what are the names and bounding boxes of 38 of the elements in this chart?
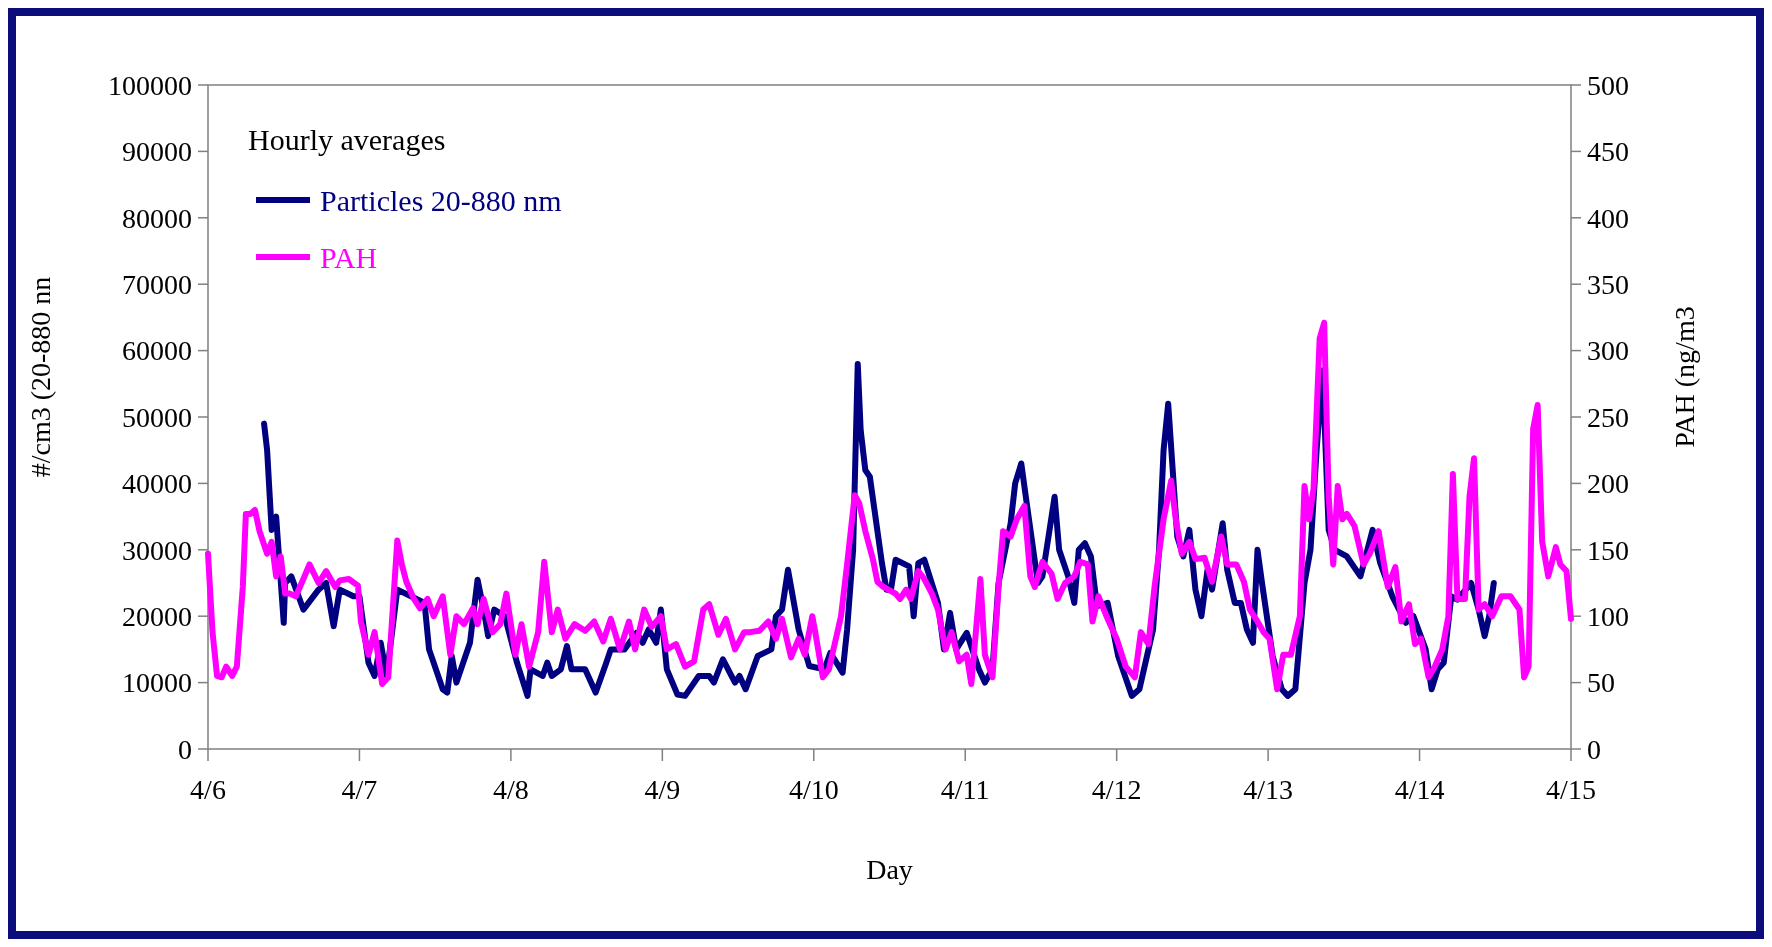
legend-label: PAH [320, 240, 378, 274]
y2-tick-label: 150 [1587, 534, 1629, 566]
x-tick-label: 4/8 [493, 774, 529, 805]
y-tick-label: 70000 [122, 269, 192, 300]
y2-tick-label: 50 [1587, 667, 1615, 699]
y2-tick-label: 350 [1587, 269, 1629, 300]
x-tick-label: 4/12 [1091, 774, 1142, 805]
y2-tick-label: 500 [1587, 69, 1629, 101]
x-tick-label: 4/9 [644, 774, 681, 805]
y-tick-label: 90000 [122, 136, 192, 168]
y-tick-label: 80000 [122, 202, 192, 234]
x-axis-title: Day [866, 854, 913, 885]
y-tick-label: 40000 [122, 468, 192, 500]
y2-tick-label: 300 [1587, 335, 1629, 367]
y-tick-label: 10000 [122, 667, 192, 699]
x-tick-label: 4/10 [788, 774, 839, 805]
y2-tick-label: 100 [1587, 601, 1629, 632]
y2-tick-label: 250 [1587, 401, 1629, 433]
y2-tick-label: 400 [1587, 202, 1629, 234]
y-tick-label: 60000 [122, 335, 192, 367]
y2-axis-title: PAH (ng/m3 [1669, 306, 1700, 448]
x-tick-label: 4/14 [1394, 774, 1445, 805]
y-tick-label: 100000 [108, 69, 192, 101]
x-tick-label: 4/6 [190, 774, 226, 805]
y2-tick-label: 450 [1587, 136, 1629, 168]
y-tick-label: 30000 [122, 534, 192, 566]
x-tick-label: 4/7 [341, 774, 378, 805]
y-tick-label: 20000 [122, 601, 192, 632]
legend-title: Hourly averages [248, 123, 446, 156]
x-tick-label: 4/13 [1243, 774, 1293, 805]
y-tick-label: 50000 [122, 401, 192, 433]
y-axis-title: #/cm3 (20-880 nn [25, 276, 56, 478]
x-tick-label: 4/15 [1546, 774, 1596, 805]
y2-tick-label: 0 [1587, 733, 1601, 765]
y2-tick-label: 200 [1587, 468, 1629, 500]
y-tick-label: 0 [178, 733, 192, 765]
legend-label: Particles 20-880 nm [320, 183, 562, 217]
x-tick-label: 4/11 [940, 774, 990, 805]
